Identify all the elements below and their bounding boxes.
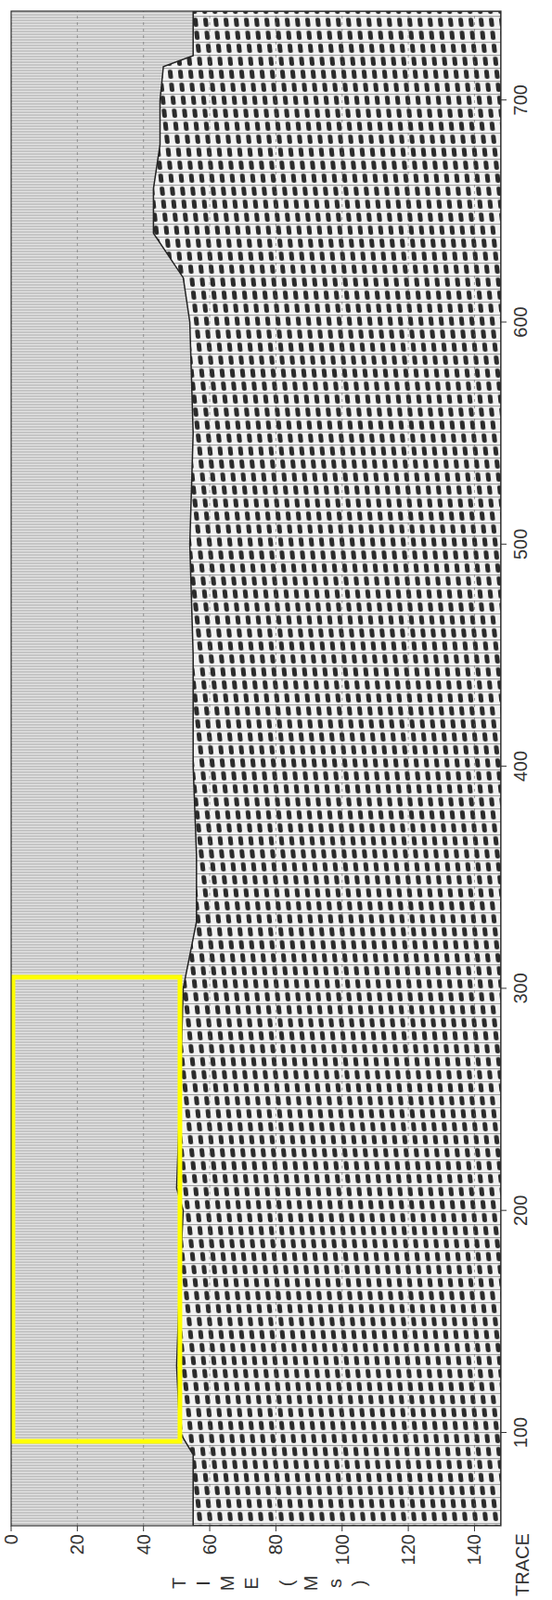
highlight-box (12, 976, 180, 1441)
y-tick-label: 60 (199, 1533, 220, 1554)
x-tick-label: 500 (510, 528, 531, 560)
grid-line (341, 11, 343, 1526)
y-axis-title-char: E (241, 1576, 262, 1589)
x-tick (500, 99, 507, 101)
grid-line (142, 11, 144, 1526)
x-tick (500, 1431, 507, 1433)
y-tick (275, 1525, 277, 1531)
x-tick-label: 700 (510, 84, 531, 116)
grid-line (275, 11, 277, 1526)
grid-line (408, 11, 410, 1526)
x-tick (500, 987, 507, 989)
y-axis-title-char: T (168, 1577, 190, 1589)
y-tick (77, 1525, 78, 1531)
y-tick-label: 120 (397, 1533, 419, 1565)
x-tick-label: 100 (510, 1416, 531, 1448)
landscape: 0 20 40 60 80 100 120 140 100 200 300 400 500 600 700 T… (0, 11, 533, 1596)
y-tick-label: 20 (66, 1533, 88, 1554)
x-tick (500, 1209, 507, 1211)
x-tick-label: 300 (510, 972, 531, 1003)
x-tick-label: 200 (510, 1194, 531, 1226)
y-axis-title-char: ) (348, 1579, 370, 1587)
y-tick (142, 1525, 144, 1531)
y-axis-title-char: M (300, 1575, 321, 1592)
x-tick-label: 600 (510, 306, 531, 337)
x-tick (500, 765, 507, 767)
y-axis-title-char: I (192, 1579, 214, 1586)
plot-area (11, 11, 501, 1526)
y-axis-title-char: s (324, 1578, 346, 1588)
x-tick (500, 543, 507, 545)
y-axis-title: TIME(Ms) (168, 1575, 370, 1592)
grid-line (209, 11, 211, 1526)
y-tick-label: 100 (332, 1533, 353, 1565)
y-tick (341, 1525, 343, 1531)
y-tick-label: 80 (265, 1533, 286, 1554)
signal-region (153, 11, 501, 1526)
y-tick-label: 40 (133, 1533, 155, 1554)
y-tick (474, 1525, 475, 1531)
y-axis-title-char: M (217, 1575, 238, 1592)
y-tick (408, 1525, 410, 1531)
chart: 0 20 40 60 80 100 120 140 100 200 300 400 500 600 700 T… (0, 0, 552, 1600)
y-tick (209, 1525, 211, 1531)
x-tick-label: 400 (510, 750, 531, 782)
y-tick-label: 140 (463, 1533, 485, 1565)
y-axis-title-char: ( (276, 1578, 297, 1586)
y-tick-label: 0 (0, 1533, 22, 1544)
grid-line (77, 11, 78, 1526)
grid-line (474, 11, 475, 1526)
x-tick (500, 321, 507, 323)
noise-region (11, 11, 501, 1526)
frame (11, 11, 501, 1526)
y-tick (11, 1525, 13, 1531)
x-axis-title: TRACE (512, 1532, 533, 1596)
